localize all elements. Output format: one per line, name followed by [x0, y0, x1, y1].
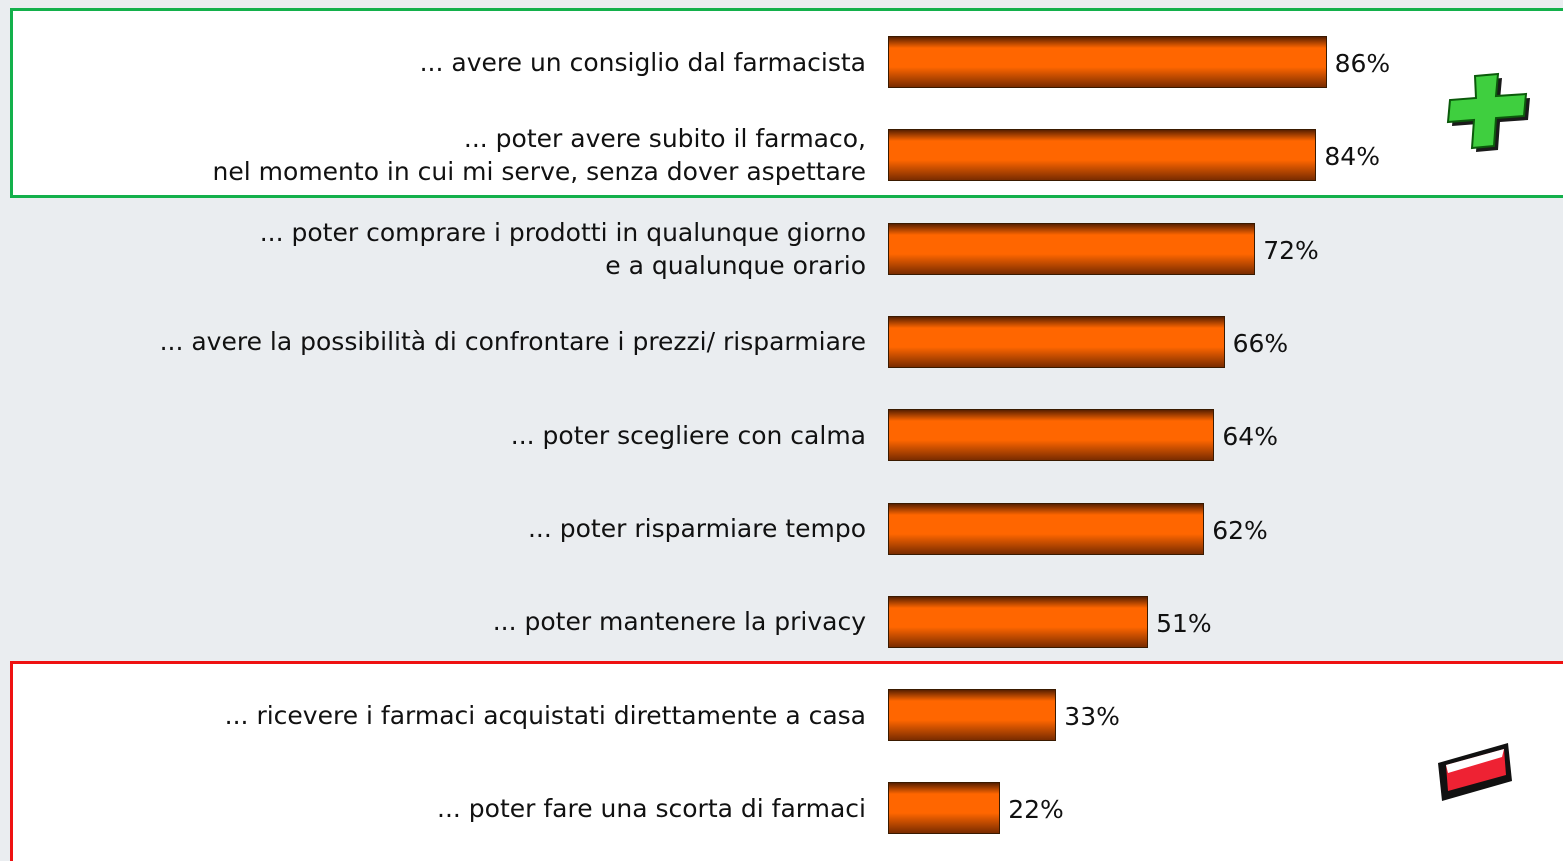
category-label: ... poter risparmiare tempo — [527, 514, 866, 543]
value-label: 84% — [1324, 142, 1380, 172]
value-label: 72% — [1263, 235, 1319, 265]
bar — [888, 222, 1256, 275]
bar — [888, 782, 1001, 835]
value-label: 51% — [1156, 608, 1212, 638]
bar — [888, 689, 1057, 742]
value-label: 22% — [1008, 795, 1064, 825]
category-label: ... poter comprare i prodotti in qualunq… — [259, 217, 866, 280]
bar — [888, 502, 1205, 555]
bar — [888, 409, 1215, 462]
category-label: ... ricevere i farmaci acquistati dirett… — [224, 700, 866, 730]
value-label: 86% — [1334, 49, 1391, 78]
value-label: 66% — [1232, 328, 1289, 358]
category-label: ... poter avere subito il farmaco, nel m… — [212, 124, 866, 187]
category-label: ... poter scegliere con calma — [510, 420, 866, 450]
minus-icon — [1438, 743, 1512, 801]
bottom-zone — [10, 661, 1563, 861]
category-label: ... avere un consiglio dal farmacista — [419, 47, 866, 77]
category-label: ... avere la possibilità di confrontare … — [159, 327, 866, 357]
bar — [888, 315, 1225, 368]
category-label: ... poter fare una scorta di farmaci — [437, 793, 866, 823]
value-label: 33% — [1064, 702, 1120, 732]
bar — [888, 36, 1327, 88]
category-label: ... poter mantenere la privacy — [492, 607, 866, 637]
plus-icon — [1446, 72, 1530, 152]
value-label: 62% — [1212, 515, 1268, 545]
bar — [888, 595, 1149, 648]
bar — [888, 129, 1317, 182]
value-label: 64% — [1222, 422, 1278, 452]
